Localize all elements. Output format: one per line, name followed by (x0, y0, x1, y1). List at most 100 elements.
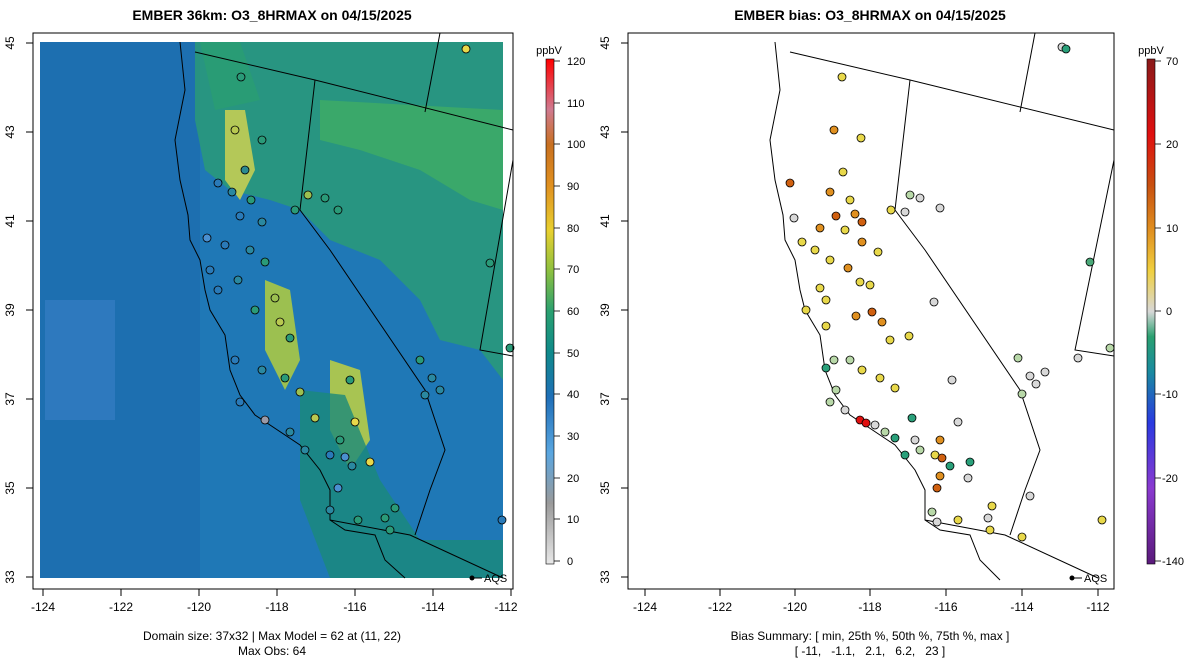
left-footer-line2: Max Obs: 64 (238, 644, 306, 658)
station (851, 311, 861, 321)
station (245, 245, 255, 255)
y-tick-label: 37 (3, 392, 17, 406)
station (838, 167, 848, 177)
station (335, 435, 345, 445)
station (1073, 353, 1083, 363)
station (246, 195, 256, 205)
station (257, 135, 267, 145)
colorbar-tick-label: 120 (567, 56, 585, 68)
station (890, 383, 900, 393)
station (310, 413, 320, 423)
station (927, 507, 937, 517)
station (340, 452, 350, 462)
station (385, 525, 395, 535)
station (886, 205, 896, 215)
station (285, 333, 295, 343)
right-or-border (789, 51, 1114, 131)
station (257, 217, 267, 227)
model-field-oregon (200, 42, 260, 110)
station (420, 390, 430, 400)
station (867, 307, 877, 317)
station (345, 375, 355, 385)
station (303, 190, 313, 200)
station (953, 515, 963, 525)
right-x-tick-labels: -124 -122 -120 -118 -116 -114 -112 (633, 600, 1110, 614)
y-tick-label: 45 (598, 36, 612, 50)
station (845, 195, 855, 205)
station (873, 247, 883, 257)
y-tick-label: 39 (3, 303, 17, 317)
station (801, 305, 811, 315)
station (843, 263, 853, 273)
station (865, 280, 875, 290)
colorbar-tick-label: 110 (567, 98, 585, 110)
station (275, 317, 285, 327)
station (840, 405, 850, 415)
right-ca-nv-border (894, 79, 1041, 536)
model-field-ocean-patch (45, 300, 115, 420)
station (821, 295, 831, 305)
station (435, 385, 445, 395)
left-ticks (26, 42, 512, 596)
station (333, 483, 343, 493)
station (845, 355, 855, 365)
x-tick-label: -118 (858, 600, 881, 614)
colorbar-tick-label: 100 (567, 139, 585, 151)
station (290, 205, 300, 215)
station (904, 331, 914, 341)
station (932, 517, 942, 527)
station (965, 457, 975, 467)
station (1085, 257, 1095, 267)
station (205, 265, 215, 275)
station (260, 257, 270, 267)
left-x-tick-labels: -124 -122 -120 -118 -116 -114 -112 (31, 600, 518, 614)
right-stations (785, 42, 1115, 542)
left-coastline (174, 41, 406, 579)
right-y-tick-labels: 45 43 41 39 37 35 33 (598, 36, 612, 584)
station (235, 211, 245, 221)
left-mexico-border (329, 519, 504, 579)
station (900, 207, 910, 217)
station (1097, 515, 1107, 525)
station (815, 223, 825, 233)
left-y-tick-labels: 45 43 41 39 37 35 33 (3, 36, 17, 584)
station (825, 397, 835, 407)
station (1061, 44, 1071, 54)
right-mexico-border (924, 519, 1099, 579)
right-id-border (1019, 33, 1036, 113)
station (985, 525, 995, 535)
right-footer-line2: [ -11, -1.1, 2.1, 6.2, 23 ] (795, 644, 946, 658)
y-tick-label: 43 (3, 125, 17, 139)
station (233, 275, 243, 285)
y-tick-label: 39 (598, 303, 612, 317)
station (831, 211, 841, 221)
colorbar-tick-label: 10 (567, 514, 579, 526)
station (1040, 367, 1050, 377)
left-colorbar-unit: ppbV (536, 45, 562, 57)
station (831, 385, 841, 395)
station (789, 213, 799, 223)
station (890, 433, 900, 443)
station (280, 373, 290, 383)
colorbar-tick-label: -10 (1162, 389, 1178, 401)
x-tick-label: -116 (934, 600, 957, 614)
y-tick-label: 43 (598, 125, 612, 139)
y-tick-label: 41 (3, 214, 17, 228)
x-tick-label: -120 (783, 600, 807, 614)
station (963, 473, 973, 483)
left-model-field (40, 42, 503, 578)
x-tick-label: -116 (343, 600, 366, 614)
station (825, 187, 835, 197)
station (347, 461, 357, 471)
left-id-border (424, 32, 441, 113)
left-ca-nv-border (299, 79, 446, 536)
colorbar-tick-label: 0 (567, 556, 573, 568)
left-footer-line1: Domain size: 37x32 | Max Model = 62 at (… (143, 629, 401, 643)
station (257, 365, 267, 375)
station (905, 190, 915, 200)
x-tick-label: -122 (708, 600, 732, 614)
colorbar-tick-label: 10 (1166, 223, 1178, 235)
colorbar-tick-label: 0 (1166, 306, 1172, 318)
left-ut-border (479, 159, 514, 357)
